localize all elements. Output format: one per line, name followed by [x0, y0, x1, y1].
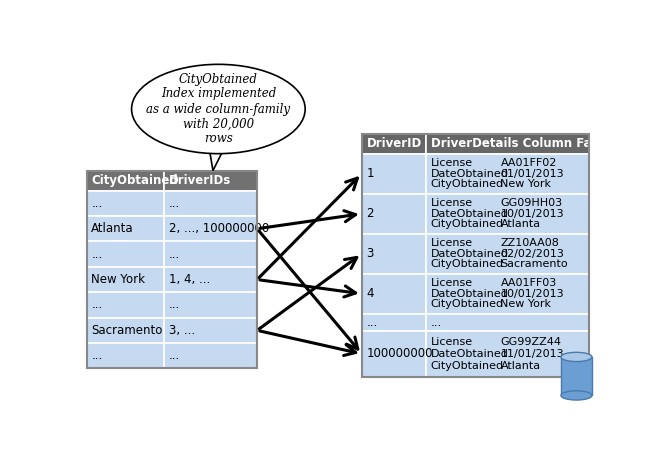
- Text: 1, 4, ...: 1, 4, ...: [169, 273, 210, 286]
- Text: DriverIDs: DriverIDs: [169, 174, 231, 187]
- FancyBboxPatch shape: [164, 267, 257, 292]
- Text: License: License: [431, 337, 473, 347]
- FancyBboxPatch shape: [87, 343, 164, 369]
- FancyBboxPatch shape: [426, 274, 589, 314]
- Ellipse shape: [561, 391, 592, 400]
- FancyBboxPatch shape: [426, 314, 589, 331]
- Text: Atlanta: Atlanta: [91, 222, 134, 235]
- Text: Sacramento: Sacramento: [91, 324, 163, 337]
- FancyBboxPatch shape: [164, 318, 257, 343]
- Text: CityObtained: CityObtained: [91, 174, 178, 187]
- FancyBboxPatch shape: [361, 314, 426, 331]
- Text: CityObtained: CityObtained: [431, 179, 504, 189]
- Text: License: License: [431, 238, 473, 248]
- Text: ...: ...: [431, 316, 442, 329]
- Ellipse shape: [132, 64, 305, 154]
- FancyBboxPatch shape: [361, 194, 426, 234]
- Text: ...: ...: [169, 349, 180, 362]
- FancyBboxPatch shape: [361, 274, 426, 314]
- Text: New York: New York: [500, 179, 551, 189]
- Text: License: License: [431, 198, 473, 208]
- Text: CityObtained: CityObtained: [431, 361, 504, 371]
- Text: DateObtained: DateObtained: [431, 249, 508, 259]
- Text: ...: ...: [91, 197, 103, 210]
- Text: Atlanta: Atlanta: [500, 219, 541, 229]
- Ellipse shape: [561, 352, 592, 362]
- FancyBboxPatch shape: [164, 216, 257, 242]
- Text: Atlanta: Atlanta: [500, 361, 541, 371]
- Text: ...: ...: [91, 298, 103, 312]
- Text: License: License: [431, 278, 473, 288]
- Text: 2, ..., 100000000: 2, ..., 100000000: [169, 222, 269, 235]
- FancyBboxPatch shape: [87, 191, 164, 216]
- Text: ...: ...: [169, 298, 180, 312]
- FancyBboxPatch shape: [164, 343, 257, 369]
- FancyBboxPatch shape: [164, 170, 257, 191]
- FancyBboxPatch shape: [361, 331, 426, 377]
- FancyBboxPatch shape: [361, 234, 426, 274]
- FancyBboxPatch shape: [426, 331, 589, 377]
- FancyBboxPatch shape: [426, 134, 589, 154]
- Text: 10/01/2013: 10/01/2013: [500, 289, 564, 299]
- Text: DateObtained: DateObtained: [431, 289, 508, 299]
- Text: GG09HH03: GG09HH03: [500, 198, 563, 208]
- Text: ...: ...: [366, 316, 377, 329]
- Text: 10/01/2013: 10/01/2013: [500, 209, 564, 219]
- Text: ...: ...: [169, 197, 180, 210]
- Text: GG99ZZ44: GG99ZZ44: [500, 337, 561, 347]
- FancyBboxPatch shape: [164, 191, 257, 216]
- FancyBboxPatch shape: [164, 292, 257, 318]
- Text: DateObtained: DateObtained: [431, 169, 508, 179]
- Text: AA01FF03: AA01FF03: [500, 278, 557, 288]
- Polygon shape: [209, 147, 224, 170]
- Text: ZZ10AA08: ZZ10AA08: [500, 238, 559, 248]
- Text: CityObtained: CityObtained: [431, 299, 504, 309]
- Text: New York: New York: [91, 273, 145, 286]
- Text: New York: New York: [500, 299, 551, 309]
- FancyBboxPatch shape: [426, 154, 589, 194]
- Text: 2: 2: [366, 207, 374, 220]
- Text: DateObtained: DateObtained: [431, 209, 508, 219]
- Text: DriverID: DriverID: [366, 137, 422, 150]
- FancyBboxPatch shape: [561, 357, 592, 396]
- FancyBboxPatch shape: [361, 154, 426, 194]
- FancyBboxPatch shape: [87, 170, 164, 191]
- Text: License: License: [431, 158, 473, 168]
- Text: ...: ...: [91, 349, 103, 362]
- Text: 3: 3: [366, 247, 374, 260]
- Text: 3, ...: 3, ...: [169, 324, 195, 337]
- Text: 100000000: 100000000: [366, 347, 433, 360]
- Text: 11/01/2013: 11/01/2013: [500, 349, 564, 359]
- FancyBboxPatch shape: [426, 234, 589, 274]
- FancyBboxPatch shape: [87, 318, 164, 343]
- FancyBboxPatch shape: [87, 267, 164, 292]
- FancyBboxPatch shape: [87, 216, 164, 242]
- Text: CityObtained
Index implemented
as a wide column-family
with 20,000
rows: CityObtained Index implemented as a wide…: [146, 73, 291, 145]
- FancyBboxPatch shape: [361, 134, 426, 154]
- Text: 02/02/2013: 02/02/2013: [500, 249, 564, 259]
- Text: CityObtained: CityObtained: [431, 219, 504, 229]
- Text: Sacramento: Sacramento: [500, 259, 568, 270]
- FancyBboxPatch shape: [164, 242, 257, 267]
- Text: 4: 4: [366, 287, 374, 300]
- Text: DriverDetails Column Family: DriverDetails Column Family: [431, 137, 619, 150]
- Text: 1: 1: [366, 167, 374, 180]
- FancyBboxPatch shape: [426, 194, 589, 234]
- FancyBboxPatch shape: [87, 292, 164, 318]
- Text: ...: ...: [91, 248, 103, 261]
- FancyBboxPatch shape: [87, 242, 164, 267]
- Text: 01/01/2013: 01/01/2013: [500, 169, 564, 179]
- Text: DateObtained: DateObtained: [431, 349, 508, 359]
- Text: CityObtained: CityObtained: [431, 259, 504, 270]
- Text: AA01FF02: AA01FF02: [500, 158, 557, 168]
- Text: ...: ...: [169, 248, 180, 261]
